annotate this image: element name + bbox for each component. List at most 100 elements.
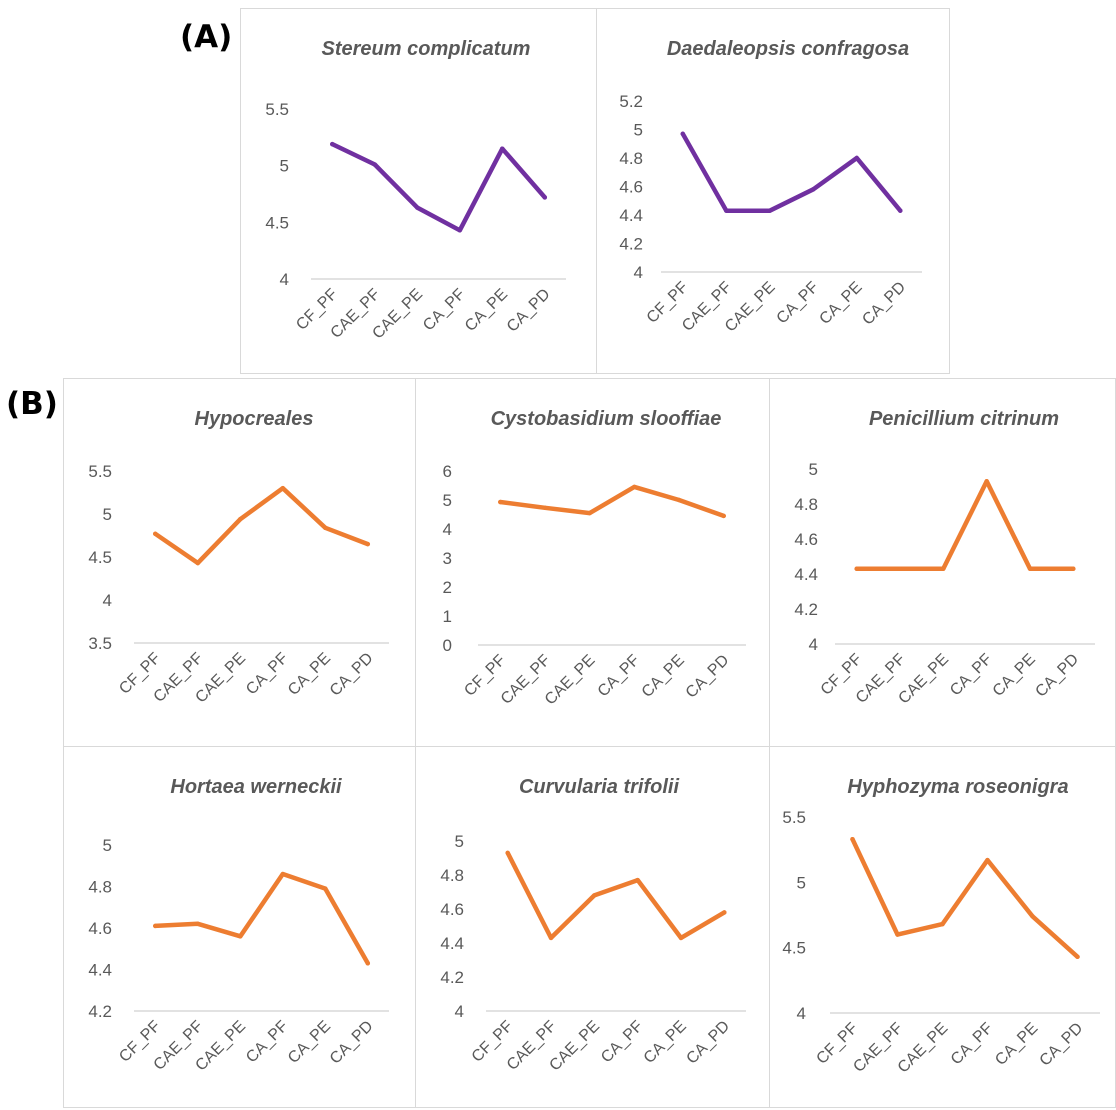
chart-title: Curvularia trifolii (519, 776, 679, 798)
data-point (898, 208, 903, 213)
y-tick-label: 4 (103, 591, 112, 610)
data-point (500, 146, 505, 151)
data-point (635, 877, 640, 883)
x-tick-label: CA_PF (948, 1020, 997, 1069)
x-tick-label: CAE_PE (542, 652, 599, 709)
chart-title: Hyphozyma roseonigra (847, 776, 1068, 798)
data-point (1027, 566, 1033, 571)
y-tick-label: 4.4 (619, 206, 643, 225)
data-point (941, 566, 946, 571)
data-point (498, 499, 503, 505)
series-line-stereum-complicatum (330, 141, 548, 233)
data-point (153, 923, 158, 929)
series-line-daedaleopsis-confragosa (680, 131, 903, 213)
x-tick-label: CA_PF (595, 652, 644, 701)
data-point (724, 208, 729, 213)
chart-penicillium-citrinum: Penicillium citrinum 4 4.2 4.4 4.6 4.8 5 CF_PF C… (769, 378, 1116, 747)
y-tick-label: 4.4 (88, 961, 112, 980)
y-tick-label: 5.2 (619, 92, 643, 111)
data-point (811, 187, 816, 192)
data-point (676, 497, 682, 503)
series-line-cystobasidium-slooffiae (498, 484, 726, 519)
data-point (722, 910, 727, 915)
y-tick-label: 5 (103, 505, 112, 524)
data-point (415, 205, 420, 210)
y-tick-label: 4.6 (619, 178, 643, 197)
data-point (365, 541, 370, 547)
x-tick-label: CA_PE (641, 1018, 690, 1067)
chart-title: Hypocreales (195, 408, 314, 430)
x-tick-label: CA_PE (990, 651, 1039, 700)
data-point (542, 505, 548, 511)
y-tick-label: 4.8 (88, 878, 112, 897)
y-tick-label: 4.2 (88, 1002, 112, 1021)
chart-svg: Hypocreales3.544.555.5CF_PFCAE_PFCAE_PEC… (88, 408, 389, 706)
chart-hyphozyma-roseonigra: Hyphozyma roseonigra 4 4.5 5 5.5 CF_PF CAE_PF C… (769, 746, 1116, 1108)
x-tick-label: CA_PF (774, 279, 823, 328)
y-tick-label: 4.6 (88, 919, 112, 938)
y-tick-label: 4.8 (794, 495, 818, 514)
chart-svg: Cystobasidium slooffiae0123456CF_PFCAE_P… (443, 408, 746, 709)
x-tick-label: CA_PD (683, 1018, 733, 1068)
chart-svg: Penicillium citrinum44.24.44.64.85CF_PFC… (794, 408, 1095, 707)
x-tick-label: CA_PE (462, 286, 511, 335)
y-tick-label: 5 (797, 873, 806, 892)
y-tick-label: 4.5 (265, 213, 289, 232)
data-point (323, 886, 328, 891)
y-tick-label: 5.5 (88, 462, 112, 481)
y-tick-label: 4.5 (88, 548, 112, 567)
data-point (238, 516, 243, 522)
y-tick-label: 5.5 (782, 808, 806, 827)
chart-title: Cystobasidium slooffiae (491, 408, 722, 430)
chart-cystobasidium-slooffiae: Cystobasidium slooffiae 0 1 2 3 4 5 6 CF_PF CAE_P… (415, 378, 770, 747)
y-tick-label: 5.5 (265, 100, 289, 119)
x-tick-label: CA_PE (816, 279, 865, 328)
y-tick-label: 4 (809, 635, 818, 654)
data-point (195, 921, 200, 927)
y-tick-label: 4.5 (782, 939, 806, 958)
series-line-hortaea-werneckii (153, 871, 371, 966)
y-tick-label: 4 (634, 263, 643, 282)
data-point (548, 935, 554, 941)
data-point (850, 837, 855, 842)
data-point (680, 131, 685, 136)
data-point (365, 961, 370, 966)
chart-svg: Curvularia trifolii44.24.44.64.85CF_PFCA… (440, 776, 746, 1074)
data-point (984, 479, 989, 484)
chart-svg: Stereum complicatum44.555.5CF_PFCAE_PFCA… (265, 38, 566, 342)
y-tick-label: 5 (280, 157, 289, 176)
chart-svg: Daedaleopsis confragosa 4 4.2 4.4 4.6 4.8 5 5.2… (619, 38, 922, 335)
y-tick-label: 5 (455, 832, 464, 851)
y-tick-label: 4.6 (794, 530, 818, 549)
x-tick-label: CA_PF (243, 650, 292, 699)
data-point (280, 871, 285, 877)
x-tick-label: CA_PD (327, 1018, 377, 1068)
y-tick-label: 0 (443, 636, 452, 655)
series-line-hypocreales (153, 485, 371, 566)
data-point (897, 566, 903, 571)
series-line-curvularia-trifolii (505, 850, 727, 941)
data-point (153, 531, 158, 536)
x-tick-label: CA_PF (598, 1018, 647, 1067)
y-tick-label: 5 (809, 460, 818, 479)
y-tick-label: 4.4 (794, 565, 818, 584)
data-point (985, 857, 990, 863)
data-point (542, 195, 547, 200)
y-tick-label: 4.2 (440, 968, 464, 987)
y-tick-label: 4 (797, 1004, 806, 1023)
y-tick-label: 4 (443, 520, 452, 539)
chart-stereum-complicatum: Stereum complicatum 4 4.5 5 5.5 CF_PF CAE_PF CA… (240, 8, 597, 374)
panel-a-label: (A) (180, 19, 233, 55)
x-tick-label: CA_PE (992, 1020, 1041, 1069)
x-tick-label: CA_PD (1032, 651, 1082, 701)
data-point (330, 141, 335, 147)
y-tick-label: 4 (455, 1002, 464, 1021)
data-point (854, 566, 859, 571)
data-point (280, 486, 285, 491)
data-point (1030, 914, 1035, 919)
x-tick-label: CA_PD (683, 652, 733, 702)
chart-hypocreales: Hypocreales 3.5 4 4.5 5 5.5 CF_PF CAE_PF CAE_PE C… (63, 378, 416, 747)
x-tick-label: CA_PF (947, 651, 996, 700)
data-point (592, 893, 597, 898)
data-point (195, 560, 200, 566)
